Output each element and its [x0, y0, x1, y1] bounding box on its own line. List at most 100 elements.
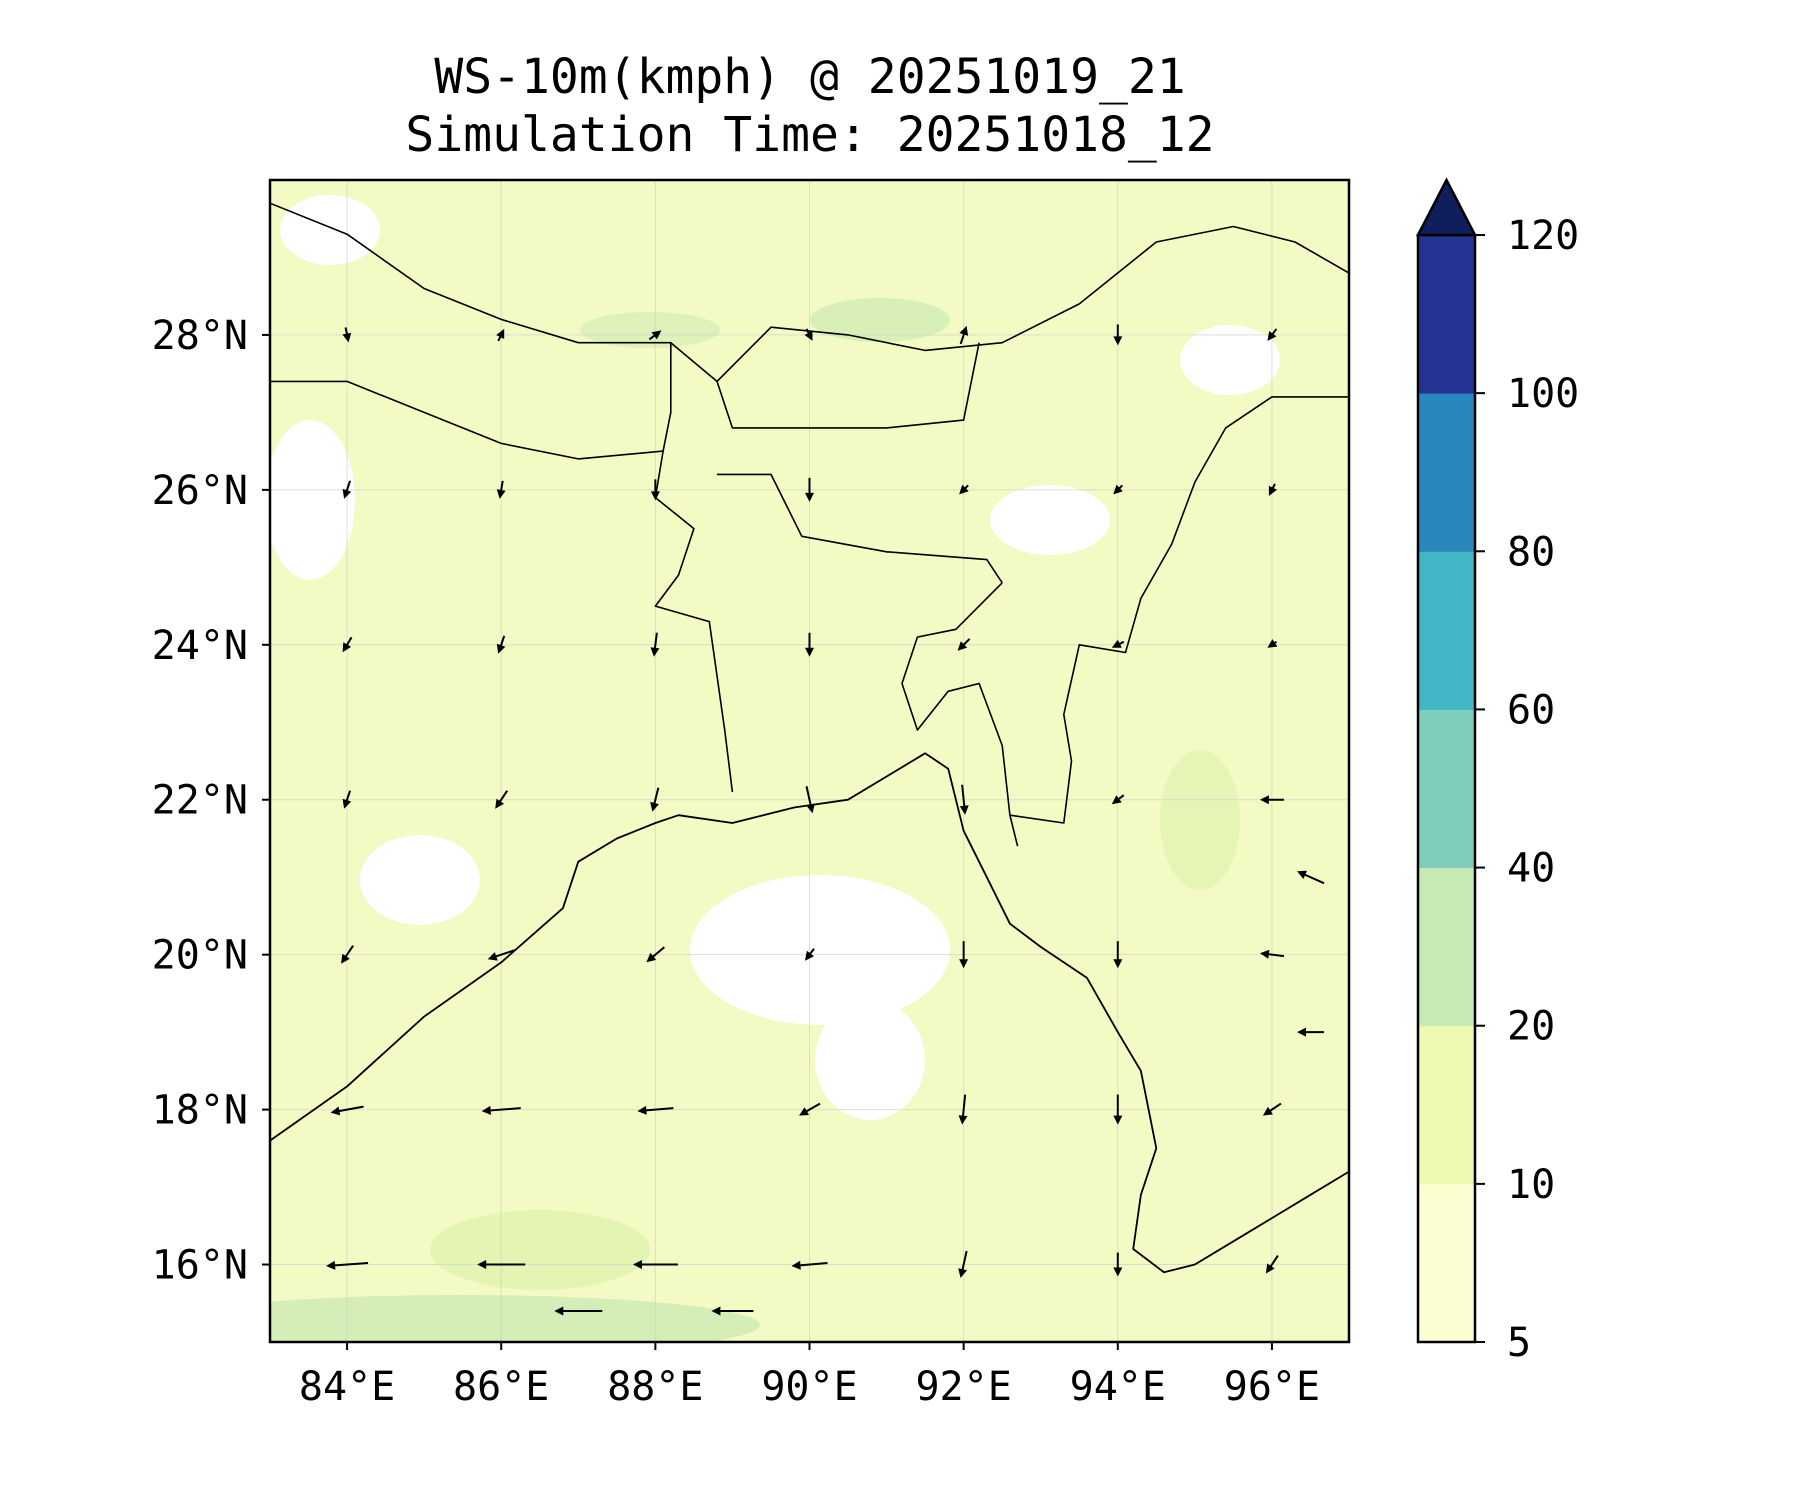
- country-boundaries: [270, 202, 1349, 847]
- y-tick-label: 22°N: [152, 778, 248, 824]
- wind-arrow: [1259, 795, 1284, 805]
- x-tick-label: 92°E: [915, 1364, 1011, 1410]
- colorbar-tick-label: 20: [1507, 1004, 1555, 1050]
- colorbar-frame: [1416, 233, 1477, 1344]
- wind-arrow: [1265, 1254, 1279, 1274]
- wind-arrow: [805, 948, 815, 961]
- wind-arrow: [342, 327, 352, 343]
- wind-arrow: [496, 635, 506, 654]
- colorbar-tick-label: 60: [1507, 687, 1555, 733]
- longitude-axis: 84°E 86°E 88°E 90°E 92°E 94°E 96°E: [299, 1342, 1320, 1410]
- wind-arrow: [1113, 1094, 1123, 1125]
- wind-arrow: [958, 1094, 968, 1125]
- wind-arrow: [342, 480, 352, 499]
- wind-arrow: [1111, 794, 1125, 805]
- title-line-1: WS-10m(kmph) @ 20251019_21: [434, 49, 1186, 105]
- wind-arrow: [477, 1260, 526, 1269]
- map-title: WS-10m(kmph) @ 20251019_21 Simulation Ti…: [270, 48, 1350, 164]
- wind-arrow: [1267, 328, 1278, 341]
- wind-arrow: [342, 636, 353, 653]
- boundary-line: [716, 342, 980, 429]
- x-tick-label: 88°E: [607, 1364, 703, 1410]
- boundary-line: [901, 582, 1019, 847]
- wind-arrow: [650, 632, 660, 657]
- y-tick-label: 18°N: [152, 1088, 248, 1134]
- wind-arrow: [330, 1105, 364, 1116]
- wind-arrow: [1267, 639, 1278, 648]
- colorbar-segment: [1418, 709, 1475, 869]
- colorbar: 5 10 20 40 60 80 100 120: [1415, 177, 1579, 1366]
- wind-arrow: [342, 790, 352, 809]
- boundary-line: [270, 202, 1349, 383]
- wind-arrow: [487, 949, 516, 961]
- colorbar-extend-arrow: [1415, 177, 1478, 237]
- wind-arrow: [637, 1105, 674, 1115]
- colorbar-tick-label: 100: [1507, 371, 1579, 417]
- wind-arrow: [650, 479, 660, 501]
- wind-arrow: [959, 941, 969, 969]
- wind-arrow: [1113, 484, 1123, 495]
- wind-arrow: [791, 1260, 828, 1270]
- wind-arrow: [481, 1105, 521, 1115]
- coastline: [270, 752, 1349, 1274]
- y-tick-label: 28°N: [152, 313, 248, 359]
- wind-arrow: [804, 328, 813, 341]
- wind-arrow: [1297, 1027, 1324, 1037]
- colorbar-tick-label: 5: [1507, 1320, 1531, 1366]
- colorbar-segment: [1418, 393, 1475, 552]
- colorbar-tick-label: 120: [1507, 213, 1579, 259]
- calm-wind-patches: [270, 195, 1280, 1120]
- wind-arrow: [805, 786, 815, 814]
- wind-arrow: [648, 330, 662, 341]
- x-tick-label: 90°E: [761, 1364, 857, 1410]
- wind-arrow: [1259, 949, 1285, 959]
- wind-arrow: [805, 477, 814, 502]
- wind-arrow: [1113, 1252, 1123, 1277]
- wind-arrow: [646, 946, 665, 963]
- colorbar-tick-label: 40: [1507, 846, 1555, 892]
- x-tick-label: 86°E: [453, 1364, 549, 1410]
- wind-arrow: [496, 328, 505, 342]
- wind-arrow: [1113, 324, 1123, 346]
- colorbar-segment: [1418, 235, 1475, 394]
- wind-arrow: [632, 1260, 678, 1269]
- wind-arrow: [650, 787, 660, 812]
- boundary-line: [654, 450, 734, 793]
- wind-arrow: [959, 325, 969, 345]
- wind-arrow: [326, 1260, 369, 1270]
- wind-arrow: [711, 1306, 754, 1316]
- wind-arrow: [958, 1250, 968, 1278]
- colorbar-segment: [1418, 1183, 1475, 1343]
- colorbar-tick-label: 10: [1507, 1162, 1555, 1208]
- wind-arrow: [959, 484, 969, 495]
- colorbar-segment: [1418, 867, 1475, 1027]
- x-tick-label: 94°E: [1070, 1364, 1166, 1410]
- coastline-path: [270, 752, 1349, 1274]
- wind-arrow: [1268, 483, 1277, 496]
- wind-arrow: [799, 1102, 821, 1116]
- boundary-line: [717, 473, 1003, 584]
- wind-arrow: [959, 784, 969, 815]
- wind-arrow: [1113, 941, 1123, 969]
- x-tick-label: 96°E: [1224, 1364, 1320, 1410]
- y-tick-label: 20°N: [152, 933, 248, 979]
- colorbar-segment: [1418, 1025, 1475, 1185]
- colorbar-segment: [1418, 551, 1475, 710]
- x-tick-label: 84°E: [299, 1364, 395, 1410]
- colorbar-tick-label: 80: [1507, 529, 1555, 575]
- wind-arrow: [495, 790, 509, 809]
- wind-arrow: [496, 480, 506, 499]
- stronger-wind-patches: [270, 298, 1240, 1342]
- y-tick-label: 16°N: [152, 1243, 248, 1289]
- wind-arrow: [1262, 1102, 1282, 1116]
- y-tick-label: 24°N: [152, 623, 248, 669]
- map-plot-area: [270, 180, 1349, 1342]
- wind-arrow: [341, 945, 354, 964]
- wind-arrow: [554, 1306, 603, 1316]
- latitude-axis: 16°N 18°N 20°N 22°N 24°N 26°N 28°N: [152, 313, 270, 1289]
- wind-arrow: [1297, 870, 1325, 885]
- wind-vectors: [326, 324, 1325, 1316]
- wind-arrow: [957, 638, 971, 651]
- title-line-2: Simulation Time: 20251018_12: [405, 107, 1215, 163]
